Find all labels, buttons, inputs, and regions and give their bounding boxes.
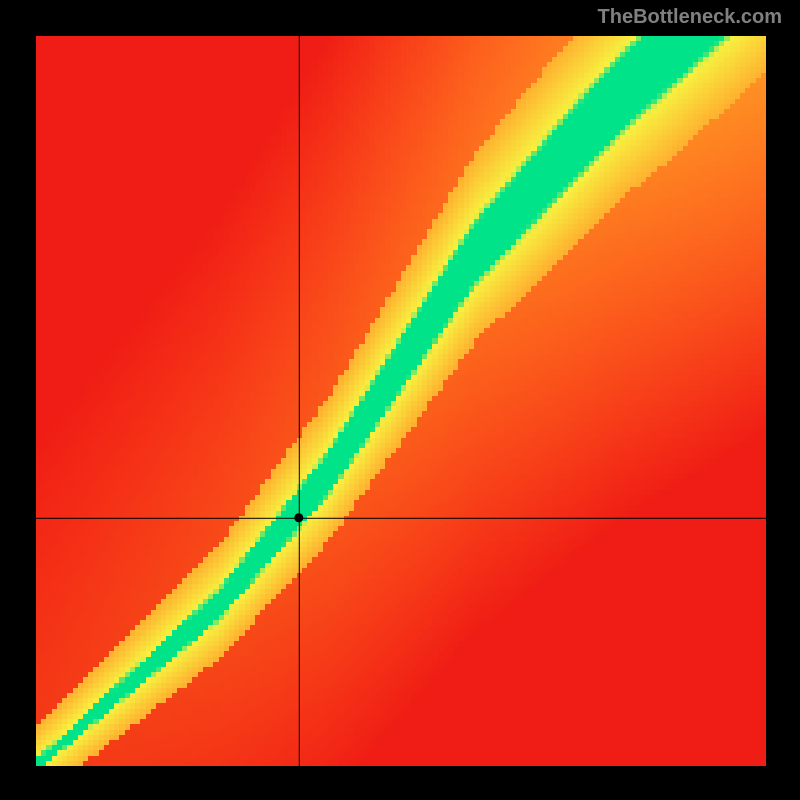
- heatmap-canvas: [36, 36, 766, 766]
- chart-container: TheBottleneck.com: [0, 0, 800, 800]
- plot-area: [35, 35, 765, 765]
- watermark-text: TheBottleneck.com: [598, 6, 782, 29]
